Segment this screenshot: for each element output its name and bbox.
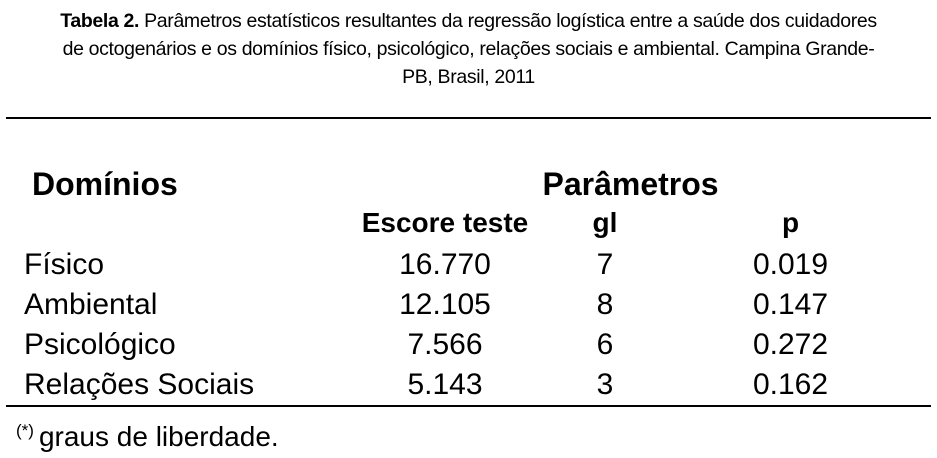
table-footnote: (*) graus de liberdade.	[16, 412, 279, 456]
column-header-empty	[6, 201, 330, 245]
cell-p: 0.272	[752, 328, 829, 361]
caption-line-1-text: Parâmetros estatísticos resultantes da r…	[139, 10, 877, 32]
cell-escore: 5.143	[407, 368, 483, 401]
statistics-table: Domínios Parâmetros Escore teste gl p Fí…	[6, 117, 932, 407]
cell-p: 0.147	[752, 288, 829, 321]
footnote-marker: (*)	[16, 421, 34, 440]
table-row-relacoes-sociais: Relações Sociais 5.143 3 0.162	[6, 365, 931, 406]
cell-gl: 6	[596, 328, 614, 361]
cell-domain: Relações Sociais	[24, 368, 255, 401]
column-header-escore-teste: Escore teste	[361, 207, 529, 238]
table-row-ambiental: Ambiental 12.105 8 0.147	[6, 285, 931, 325]
footnote-text: graus de liberdade.	[38, 421, 279, 452]
cell-gl: 3	[596, 368, 614, 401]
table-row-fisico: Físico 16.770 7 0.019	[6, 245, 931, 285]
caption-line-3: PB, Brasil, 2011	[402, 66, 535, 88]
cell-escore: 12.105	[399, 288, 491, 321]
cell-domain: Psicológico	[24, 328, 176, 361]
cell-gl: 7	[596, 248, 614, 281]
cell-p: 0.162	[752, 368, 829, 401]
table-header-row-1: Domínios Parâmetros	[6, 118, 931, 201]
cell-domain: Ambiental	[24, 288, 158, 321]
cell-escore: 16.770	[399, 248, 491, 281]
table-row-psicologico: Psicológico 7.566 6 0.272	[6, 325, 931, 365]
caption-line-2: de octogenários e os domínios físico, ps…	[62, 38, 875, 60]
column-header-gl: gl	[592, 207, 618, 238]
column-header-p: p	[781, 207, 800, 238]
cell-gl: 8	[596, 288, 614, 321]
caption-label: Tabela 2.	[60, 10, 140, 32]
cell-domain: Físico	[24, 248, 105, 281]
column-header-parameters: Parâmetros	[542, 166, 719, 202]
table-caption: Tabela 2. Parâmetros estatísticos result…	[0, 0, 937, 91]
caption-line-1: Tabela 2. Parâmetros estatísticos result…	[60, 10, 877, 32]
cell-escore: 7.566	[407, 328, 483, 361]
column-header-domains: Domínios	[32, 166, 178, 202]
cell-p: 0.019	[752, 248, 829, 281]
table-header-row-2: Escore teste gl p	[6, 201, 931, 245]
